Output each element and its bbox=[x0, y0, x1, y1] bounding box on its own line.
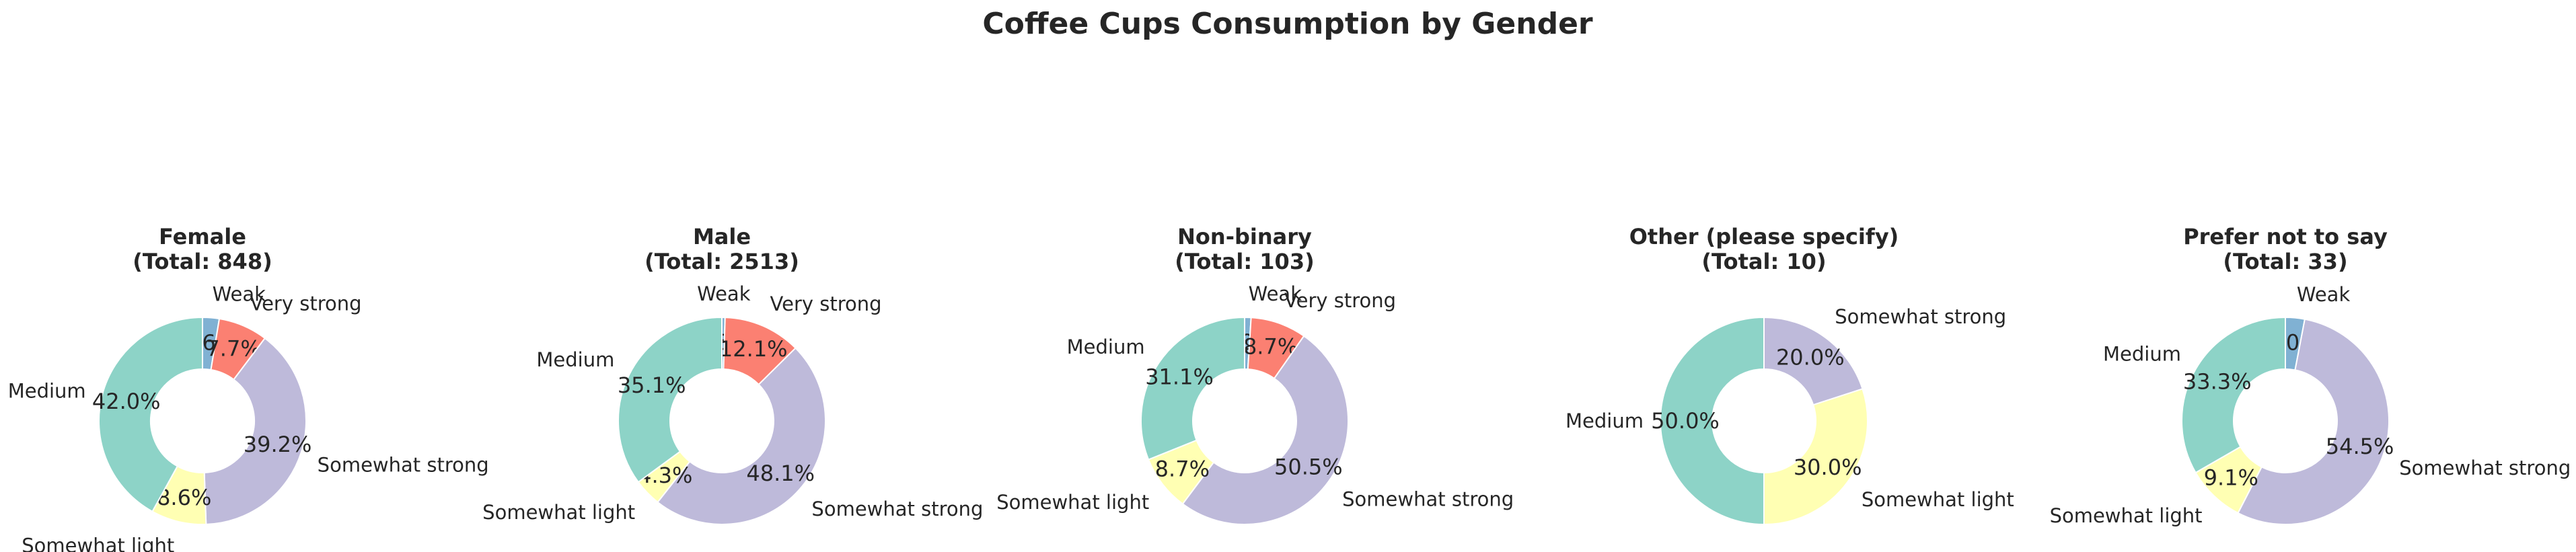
slice-label-weak: Weak bbox=[697, 282, 751, 305]
slice-label-weak: Weak bbox=[1249, 282, 1302, 305]
slice-pct-somewhat-strong: 48.1% bbox=[746, 461, 815, 486]
slice-medium bbox=[98, 316, 203, 513]
panel-title: Female bbox=[159, 224, 246, 249]
slice-label-somewhat-light: Somewhat light bbox=[1862, 488, 2014, 511]
panel-total: (Total: 103) bbox=[1175, 249, 1314, 274]
slice-label-medium: Medium bbox=[1566, 409, 1644, 432]
slice-medium bbox=[618, 316, 723, 483]
slice-pct-medium: 33.3% bbox=[2183, 369, 2252, 395]
slice-label-medium: Medium bbox=[1067, 336, 1145, 358]
slice-somewhat-strong bbox=[203, 337, 307, 525]
slice-pct-somewhat-light: 8.7% bbox=[1155, 456, 1210, 481]
slice-pct-somewhat-light: 9.1% bbox=[2204, 465, 2258, 491]
slice-pct-somewhat-strong: 54.5% bbox=[2326, 434, 2394, 459]
slice-somewhat-strong bbox=[1763, 316, 1864, 406]
slice-somewhat-strong bbox=[1181, 335, 1349, 525]
panel-total: (Total: 10) bbox=[1701, 249, 1826, 274]
slice-label-somewhat-strong: Somewhat strong bbox=[1342, 487, 1514, 510]
slice-pct-somewhat-strong: 50.5% bbox=[1274, 454, 1343, 479]
slice-label-medium: Medium bbox=[8, 379, 86, 402]
slice-medium bbox=[2180, 316, 2286, 474]
slice-label-somewhat-strong: Somewhat strong bbox=[1835, 305, 2006, 328]
slice-pct-medium: 50.0% bbox=[1651, 408, 1720, 434]
slice-somewhat-strong bbox=[657, 347, 826, 525]
panel-title: Male bbox=[693, 224, 751, 249]
slice-label-very-strong: Very strong bbox=[770, 292, 882, 315]
slice-pct-medium: 42.0% bbox=[92, 389, 161, 414]
slice-label-medium: Medium bbox=[2103, 343, 2181, 366]
slice-label-somewhat-strong: Somewhat strong bbox=[2399, 457, 2571, 479]
slice-pct-somewhat-strong: 39.2% bbox=[244, 432, 312, 457]
slice-label-somewhat-strong: Somewhat strong bbox=[811, 498, 983, 520]
slice-somewhat-strong bbox=[2237, 318, 2390, 525]
panel-other-please-specify: Other (please specify)(Total: 10) Somewha… bbox=[1566, 224, 2014, 526]
panel-title: Other (please specify) bbox=[1629, 224, 1899, 249]
slice-pct-somewhat-strong: 20.0% bbox=[1776, 344, 1845, 370]
slice-label-somewhat-light: Somewhat light bbox=[2050, 504, 2203, 527]
panel-title: Non-binary bbox=[1177, 224, 1312, 249]
slice-pct-medium: 31.1% bbox=[1145, 364, 1214, 390]
slice-label-somewhat-light: Somewhat light bbox=[996, 491, 1149, 514]
slice-label-very-strong: Very strong bbox=[250, 292, 362, 315]
panel-prefer-not-to-say: Prefer not to say(Total: 33)Weak3.0%Some… bbox=[2050, 224, 2571, 527]
slice-pct-medium: 35.1% bbox=[618, 372, 686, 398]
slice-somewhat-light bbox=[1763, 388, 1868, 526]
panel-title: Prefer not to say bbox=[2183, 224, 2388, 249]
slice-label-somewhat-light: Somewhat light bbox=[22, 535, 174, 552]
slice-pct-very-strong: 8.7% bbox=[1243, 334, 1298, 360]
slice-label-weak: Weak bbox=[2297, 283, 2351, 306]
panel-total: (Total: 2513) bbox=[645, 249, 799, 274]
slice-medium bbox=[1660, 316, 1765, 526]
slice-label-weak: Weak bbox=[213, 283, 266, 306]
slice-label-somewhat-strong: Somewhat strong bbox=[318, 454, 489, 477]
slice-pct-very-strong: 12.1% bbox=[719, 336, 788, 362]
figure-title: Coffee Cups Consumption by Gender bbox=[982, 7, 1593, 41]
slice-pct-somewhat-light: 8.6% bbox=[157, 485, 211, 510]
slice-label-medium: Medium bbox=[536, 348, 614, 371]
slice-label-somewhat-light: Somewhat light bbox=[482, 501, 635, 524]
slice-label-very-strong: Very strong bbox=[1284, 289, 1396, 312]
slice-medium bbox=[1140, 316, 1245, 461]
panel-total: (Total: 848) bbox=[133, 249, 272, 274]
slice-pct-somewhat-light: 30.0% bbox=[1794, 455, 1862, 480]
panel-total: (Total: 33) bbox=[2223, 249, 2347, 274]
